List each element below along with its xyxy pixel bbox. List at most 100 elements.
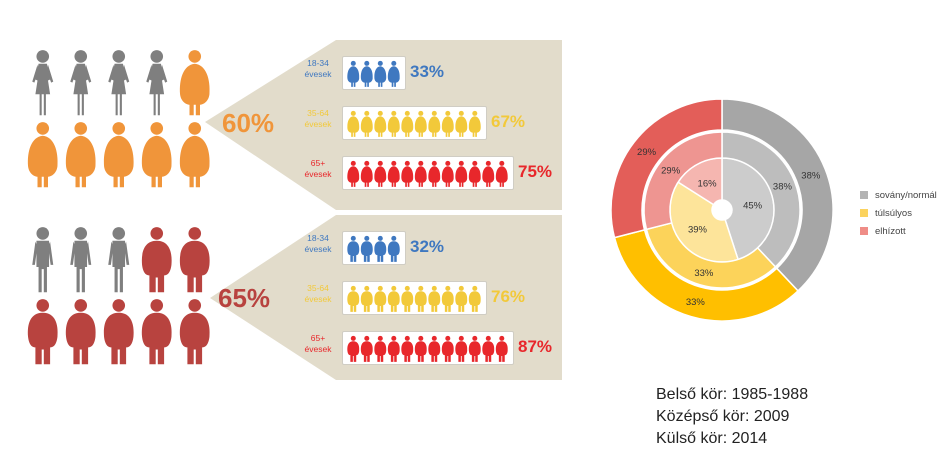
legend-item: sovány/normál: [860, 186, 937, 204]
man-figure-icon: [495, 335, 508, 362]
donut-outer-label: 29%: [637, 147, 657, 158]
ring-note-inner: Belső kör: 1985-1988: [656, 386, 809, 403]
man-figure-icon: [441, 335, 454, 362]
woman-figure-icon: [179, 50, 210, 116]
woman-figure-icon: [401, 160, 414, 187]
man-figure-icon: [108, 227, 130, 293]
woman-figure-icon: [455, 110, 468, 137]
legend-label: sovány/normál: [875, 189, 937, 201]
woman-figure-icon: [387, 110, 400, 137]
woman-figure-icon: [482, 160, 495, 187]
ring-notes: Belső kör: 1985-1988 Középső kör: 2009 K…: [656, 384, 808, 450]
man-figure-icon: [179, 299, 210, 365]
man-figure-icon: [65, 299, 96, 365]
woman-figure-icon: [428, 110, 441, 137]
woman-figure-icon: [374, 60, 387, 87]
ring-note-middle: Középső kör: 2009: [656, 408, 790, 425]
donut-middle-label: 38%: [773, 182, 793, 193]
woman-figure-icon: [468, 160, 481, 187]
woman-figure-icon: [387, 60, 400, 87]
woman-figure-icon: [32, 50, 54, 116]
man-figure-icon: [374, 285, 387, 312]
age-group-label: 35-64 évesek: [298, 283, 338, 305]
man-figure-icon: [468, 335, 481, 362]
age-group-label: 35-64 évesek: [298, 108, 338, 130]
age-range-text: 35-64: [307, 283, 329, 293]
age-group-percentage: 76%: [491, 287, 526, 306]
men-infographic: 65% 18-34 évesek 32% 35-64 évesek 76% 65+ évese…: [0, 215, 562, 380]
woman-figure-icon: [103, 122, 134, 188]
age-range-text: 18-34: [307, 233, 329, 243]
man-figure-icon: [387, 335, 400, 362]
man-figure-icon: [387, 235, 400, 262]
man-figure-icon: [347, 235, 360, 262]
man-figure-icon: [455, 335, 468, 362]
donut-inner-label: 39%: [688, 225, 708, 236]
legend-label: túlsúlyos: [875, 207, 912, 219]
man-figure-icon: [455, 285, 468, 312]
women-figure-grid: [25, 46, 215, 201]
age-group-figure-strip: [342, 156, 514, 190]
woman-figure-icon: [70, 50, 92, 116]
age-group-label: 65+ évesek: [298, 333, 338, 355]
age-group-percentage: 87%: [518, 337, 553, 356]
woman-figure-icon: [179, 122, 210, 188]
woman-figure-icon: [441, 110, 454, 137]
man-figure-icon: [360, 285, 373, 312]
man-figure-icon: [428, 335, 441, 362]
woman-figure-icon: [360, 60, 373, 87]
age-range-text: 35-64: [307, 108, 329, 118]
figure-grid-svg: [27, 227, 210, 365]
man-figure-icon: [428, 285, 441, 312]
legend-item: elhízott: [860, 222, 937, 240]
legend-label: elhízott: [875, 225, 906, 237]
woman-figure-icon: [387, 160, 400, 187]
man-figure-icon: [103, 299, 134, 365]
age-group-percentage: 67%: [491, 112, 526, 131]
man-figure-icon: [482, 335, 495, 362]
woman-figure-icon: [108, 50, 130, 116]
age-unit-text: évesek: [304, 344, 332, 354]
age-group-figure-strip: [342, 331, 514, 365]
woman-figure-icon: [146, 50, 168, 116]
man-figure-icon: [414, 285, 427, 312]
donut-middle-label: 29%: [661, 166, 681, 177]
donut-inner-label: 45%: [743, 201, 763, 212]
age-group-figure-strip: [342, 56, 406, 90]
woman-figure-icon: [65, 122, 96, 188]
man-figure-icon: [360, 335, 373, 362]
age-group-percentage: 32%: [410, 237, 445, 256]
bmi-donut-chart: 45% 39% 16% 38% 33% 29% 38% 33% 29%: [607, 95, 837, 330]
age-unit-text: évesek: [304, 119, 332, 129]
men-figure-grid: [25, 223, 215, 378]
woman-figure-icon: [374, 160, 387, 187]
donut-outer-slice: [610, 98, 723, 239]
men-percentage: 65%: [218, 283, 271, 313]
woman-figure-icon: [360, 110, 373, 137]
man-figure-icon: [141, 227, 172, 293]
age-group-figure-strip: [342, 106, 487, 140]
woman-figure-icon: [374, 110, 387, 137]
woman-figure-icon: [347, 160, 360, 187]
donut-legend: sovány/normál túlsúlyos elhízott: [860, 186, 937, 240]
woman-figure-icon: [141, 122, 172, 188]
age-range-text: 18-34: [307, 58, 329, 68]
man-figure-icon: [414, 335, 427, 362]
man-figure-icon: [179, 227, 210, 293]
legend-item: túlsúlyos: [860, 204, 937, 222]
man-figure-icon: [347, 335, 360, 362]
donut-svg: 45% 39% 16% 38% 33% 29% 38% 33% 29%: [610, 98, 834, 322]
donut-middle-label: 33%: [694, 268, 714, 279]
donut-middle-slice: [643, 131, 723, 231]
legend-swatch: [860, 191, 868, 199]
age-group-label: 18-34 évesek: [298, 58, 338, 80]
women-infographic: 60% 18-34 évesek 33% 35-64 évesek 67% 65+ évese…: [0, 40, 562, 210]
man-figure-icon: [374, 235, 387, 262]
age-unit-text: évesek: [304, 69, 332, 79]
donut-outer-label: 38%: [801, 170, 821, 181]
woman-figure-icon: [468, 110, 481, 137]
man-figure-icon: [374, 335, 387, 362]
man-figure-icon: [360, 235, 373, 262]
age-group-figure-strip: [342, 231, 406, 265]
woman-figure-icon: [414, 160, 427, 187]
